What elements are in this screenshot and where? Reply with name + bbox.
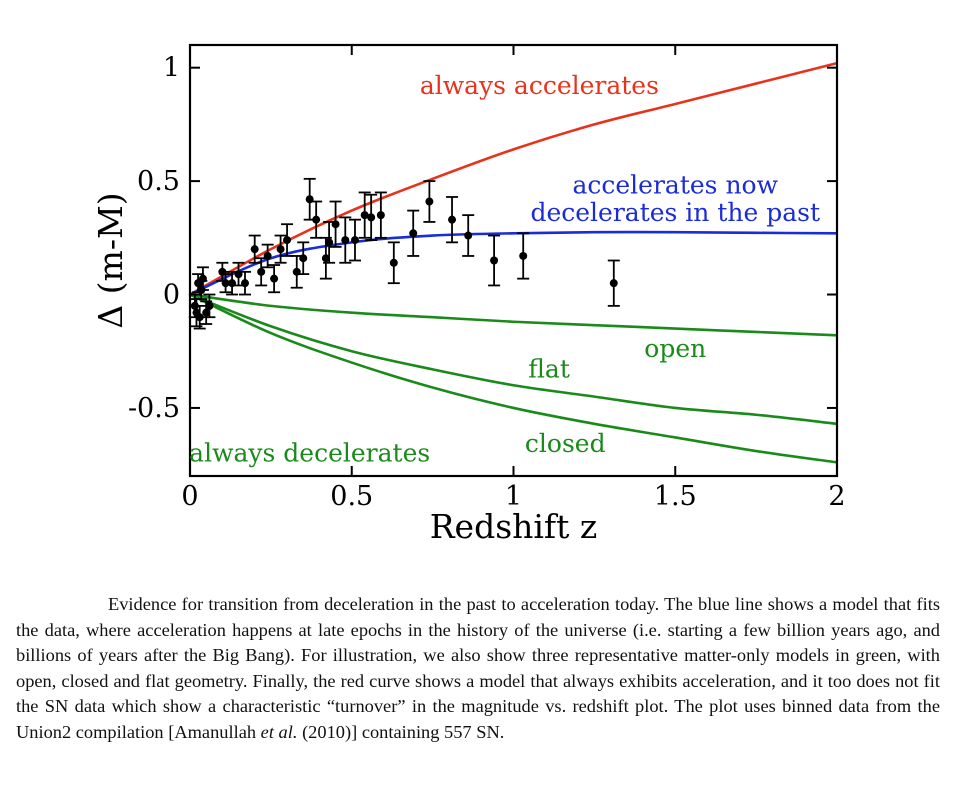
- point-marker: [409, 229, 418, 238]
- annotation-3: open: [644, 334, 706, 363]
- series-curve-4: [189, 293, 838, 464]
- y-axis-label: Δ (m-M): [91, 192, 130, 328]
- point-marker: [221, 279, 230, 288]
- data-point-38: [607, 259, 620, 307]
- chart-figure: 0 0.5 1 1.5 2 1 0.5 0 -0.5 always accelerates acc…: [91, 43, 846, 546]
- data-point-17: [274, 234, 287, 264]
- data-point-34: [446, 196, 459, 244]
- figure-caption: Evidence for transition from deceleratio…: [16, 592, 940, 745]
- data-point-29: [365, 193, 378, 241]
- point-marker: [350, 236, 359, 245]
- point-marker: [341, 236, 350, 245]
- y-tick-label: -0.5: [128, 393, 180, 424]
- caption-etal: et al.: [260, 721, 298, 742]
- point-marker: [519, 251, 528, 260]
- annotation-5: closed: [525, 429, 606, 458]
- point-marker: [331, 220, 340, 229]
- data-point-28: [358, 191, 371, 239]
- data-points: [188, 177, 620, 330]
- data-point-21: [303, 177, 316, 221]
- point-marker: [376, 211, 385, 220]
- series-curve-3: [189, 293, 838, 426]
- axis-ticks: [189, 45, 838, 476]
- point-marker: [325, 238, 334, 247]
- point-marker: [202, 308, 211, 317]
- data-point-33: [423, 180, 436, 223]
- x-tick-label: 2: [828, 481, 845, 512]
- annotation-4: flat: [528, 354, 570, 383]
- data-point-32: [407, 209, 420, 257]
- point-marker: [367, 213, 376, 222]
- chart-svg: 0 0.5 1 1.5 2 1 0.5 0 -0.5 always accelerates acc…: [91, 43, 846, 546]
- data-point-9: [219, 273, 232, 294]
- annotation-2: decelerates in the past: [530, 198, 820, 227]
- data-point-35: [462, 214, 475, 257]
- data-point-26: [339, 216, 352, 264]
- point-marker: [389, 258, 398, 267]
- data-point-20: [297, 241, 310, 276]
- y-tick-label: 0: [163, 280, 180, 311]
- series-curve-1: [189, 230, 838, 296]
- series-curve-2: [189, 293, 838, 337]
- data-point-36: [488, 234, 501, 287]
- point-marker: [464, 231, 473, 240]
- x-tick-label: 0: [181, 481, 198, 512]
- series-curve-0: [189, 61, 838, 296]
- caption-text: Evidence for transition from deceleratio…: [16, 594, 940, 742]
- model-curves: [189, 61, 838, 464]
- caption-tail: (2010)] containing 557 SN.: [302, 721, 505, 742]
- plot-frame: [188, 43, 839, 478]
- data-point-37: [517, 232, 530, 280]
- point-marker: [490, 256, 499, 265]
- point-marker: [609, 279, 618, 288]
- point-marker: [240, 279, 249, 288]
- x-tick-label: 1: [505, 481, 522, 512]
- point-marker: [283, 236, 292, 245]
- data-point-5: [196, 266, 209, 291]
- point-marker: [250, 245, 259, 254]
- point-marker: [312, 215, 321, 224]
- data-point-27: [348, 218, 361, 262]
- annotation-6: always decelerates: [189, 438, 430, 467]
- y-tick-label: 1: [163, 53, 180, 84]
- point-marker: [299, 254, 308, 263]
- x-tick-label: 1.5: [654, 481, 697, 512]
- data-point-16: [268, 264, 281, 294]
- point-marker: [257, 267, 266, 276]
- data-point-31: [387, 241, 400, 285]
- annotation-1: accelerates now: [572, 171, 778, 200]
- point-marker: [205, 301, 214, 310]
- point-marker: [198, 274, 207, 283]
- data-point-7: [203, 293, 216, 319]
- data-point-30: [374, 191, 387, 239]
- data-point-15: [261, 243, 274, 269]
- x-axis-label: Redshift z: [430, 507, 598, 546]
- point-marker: [321, 254, 330, 263]
- data-point-25: [329, 200, 342, 248]
- point-marker: [195, 313, 204, 322]
- point-marker: [270, 274, 279, 283]
- data-point-12: [238, 270, 251, 296]
- data-point-13: [248, 234, 261, 264]
- data-point-3: [193, 304, 206, 330]
- point-marker: [448, 215, 457, 224]
- tick-labels: 0 0.5 1 1.5 2 1 0.5 0 -0.5: [128, 53, 846, 512]
- curve-annotations: always accelerates accelerates nowdeceler…: [189, 71, 820, 467]
- point-marker: [360, 211, 369, 220]
- point-marker: [425, 197, 434, 206]
- point-marker: [276, 245, 285, 254]
- x-tick-label: 0.5: [330, 481, 373, 512]
- y-tick-label: 0.5: [137, 166, 180, 197]
- point-marker: [263, 251, 272, 260]
- annotation-0: always accelerates: [420, 71, 659, 100]
